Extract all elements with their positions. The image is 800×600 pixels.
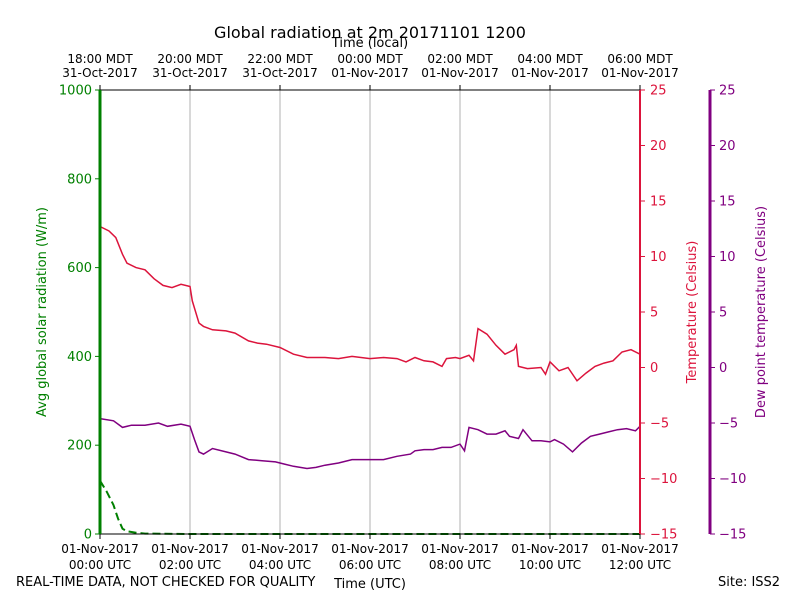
disclaimer-text: REAL-TIME DATA, NOT CHECKED FOR QUALITY xyxy=(16,575,316,590)
dewpoint-tick-label: 10 xyxy=(719,250,736,265)
bottom-tick-date: 01-Nov-2017 xyxy=(601,542,679,556)
bottom-tick-time: 02:00 UTC xyxy=(159,558,221,572)
radiation-tick-label: 400 xyxy=(67,350,92,365)
top-tick-time: 00:00 MDT xyxy=(337,52,403,66)
bottom-tick-date: 01-Nov-2017 xyxy=(241,542,319,556)
top-tick-date: 01-Nov-2017 xyxy=(511,66,589,80)
radiation-axis-label: Avg global solar radiation (W/m) xyxy=(35,207,50,417)
top-tick-date: 01-Nov-2017 xyxy=(331,66,409,80)
radiation-tick-label: 800 xyxy=(67,172,92,187)
top-axis-label: Time (local) xyxy=(331,36,408,51)
series-line-dewpoint xyxy=(99,417,641,470)
dewpoint-tick-label: −10 xyxy=(719,472,746,487)
temperature-tick-label: 25 xyxy=(650,84,667,99)
top-tick-time: 22:00 MDT xyxy=(247,52,313,66)
dewpoint-tick-label: 0 xyxy=(719,361,727,376)
top-tick-date: 01-Nov-2017 xyxy=(421,66,499,80)
temperature-tick-label: 20 xyxy=(650,139,667,154)
dewpoint-tick-label: 5 xyxy=(719,306,727,321)
grid xyxy=(189,90,551,534)
bottom-tick-date: 01-Nov-2017 xyxy=(331,542,409,556)
top-tick-time: 06:00 MDT xyxy=(607,52,673,66)
dewpoint-tick-label: 15 xyxy=(719,195,736,210)
bottom-tick-time: 06:00 UTC xyxy=(339,558,401,572)
bottom-tick-date: 01-Nov-2017 xyxy=(511,542,589,556)
dewpoint-tick-label: −15 xyxy=(719,528,746,543)
bottom-tick-time: 00:00 UTC xyxy=(69,558,131,572)
chart-title: Global radiation at 2m 20171101 1200 xyxy=(214,23,526,42)
bottom-tick-time: 04:00 UTC xyxy=(249,558,311,572)
bottom-axis-label: Time (UTC) xyxy=(333,577,406,592)
dewpoint-tick-label: 20 xyxy=(719,139,736,154)
top-tick-date: 31-Oct-2017 xyxy=(242,66,318,80)
radiation-tick-label: 200 xyxy=(67,439,92,454)
site-label: Site: ISS2 xyxy=(718,575,781,590)
temperature-tick-label: 0 xyxy=(650,361,658,376)
top-tick-time: 18:00 MDT xyxy=(67,52,133,66)
bottom-tick-time: 12:00 UTC xyxy=(609,558,671,572)
temperature-tick-label: 15 xyxy=(650,195,667,210)
radiation-tick-label: 600 xyxy=(67,261,92,276)
tick-layer: 0 200 400 600 800 1000 25 20 15 10 5 0 −5 −10 −15 25 20 1… xyxy=(59,52,747,572)
series-line-temperature xyxy=(99,225,641,382)
top-tick-date: 31-Oct-2017 xyxy=(152,66,228,80)
top-tick-time: 20:00 MDT xyxy=(157,52,223,66)
temperature-axis-label: Temperature (Celsius) xyxy=(685,241,700,385)
bottom-tick-date: 01-Nov-2017 xyxy=(421,542,499,556)
temperature-tick-label: −5 xyxy=(650,417,669,432)
dewpoint-tick-label: −5 xyxy=(719,417,738,432)
temperature-tick-label: −15 xyxy=(650,528,677,543)
bottom-tick-time: 10:00 UTC xyxy=(519,558,581,572)
temperature-tick-label: 5 xyxy=(650,306,658,321)
top-tick-time: 04:00 MDT xyxy=(517,52,583,66)
dewpoint-axis-label: Dew point temperature (Celsius) xyxy=(754,206,769,418)
radiation-tick-label: 1000 xyxy=(59,84,92,99)
bottom-tick-date: 01-Nov-2017 xyxy=(61,542,139,556)
bottom-tick-time: 08:00 UTC xyxy=(429,558,491,572)
bottom-tick-date: 01-Nov-2017 xyxy=(151,542,229,556)
radiation-tick-label: 0 xyxy=(84,528,92,543)
top-tick-date: 31-Oct-2017 xyxy=(62,66,138,80)
dewpoint-tick-label: 25 xyxy=(719,84,736,99)
temperature-tick-label: −10 xyxy=(650,472,677,487)
top-tick-time: 02:00 MDT xyxy=(427,52,493,66)
temperature-tick-label: 10 xyxy=(650,250,667,265)
top-tick-date: 01-Nov-2017 xyxy=(601,66,679,80)
plot-frame xyxy=(98,89,712,535)
